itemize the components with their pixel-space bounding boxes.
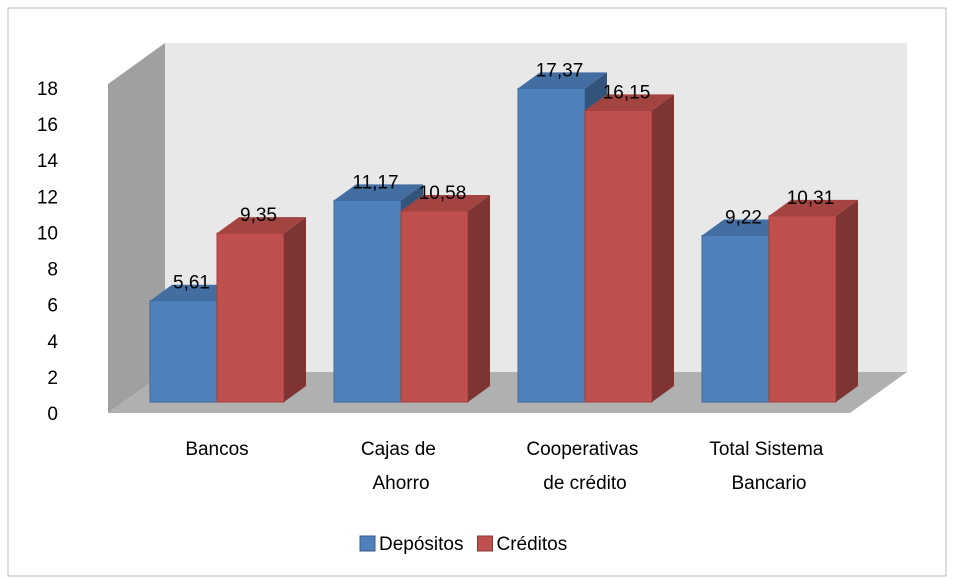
bar-side (652, 94, 674, 403)
y-tick-label: 6 (47, 296, 58, 317)
bar-top (585, 94, 674, 111)
legend-swatch (359, 535, 376, 552)
x-tick-label: Cooperativas de crédito (526, 439, 643, 494)
y-tick-label: 10 (37, 223, 58, 244)
y-tick-label: 18 (37, 79, 58, 100)
y-tick-label: 4 (47, 332, 58, 353)
bar-side (836, 199, 858, 402)
data-label: 11,17 (352, 172, 398, 193)
bar (584, 94, 674, 403)
data-label: 9,22 (725, 208, 762, 229)
bar-front (701, 235, 770, 403)
data-label: 10,58 (419, 183, 467, 204)
y-tick-label: 8 (47, 260, 58, 281)
data-label: 5,61 (173, 273, 210, 294)
bar-front (584, 109, 653, 403)
bar-top (401, 194, 490, 211)
bar (400, 194, 490, 403)
legend-swatch (477, 535, 493, 552)
data-label: 10,31 (787, 188, 835, 209)
bar-front (333, 199, 402, 403)
bar (768, 199, 858, 403)
bar-front (768, 215, 837, 403)
bar-side (284, 217, 306, 402)
x-tick-label: Bancos (185, 439, 248, 460)
bar-top (217, 217, 306, 234)
y-tick-label: 12 (37, 187, 58, 208)
bar (216, 217, 306, 403)
bar-top (769, 199, 858, 216)
bar-front (517, 87, 586, 403)
bar-front (216, 232, 285, 403)
data-label: 16,15 (603, 82, 651, 103)
y-tick-label: 2 (47, 368, 58, 389)
bar-top (334, 184, 423, 201)
bar-front (400, 210, 469, 403)
legend-label: Créditos (497, 534, 568, 555)
x-tick-label: Cajas de Ahorro (361, 439, 441, 494)
data-label: 17,37 (536, 60, 584, 81)
y-tick-label: 0 (47, 404, 58, 425)
data-label: 9,35 (240, 205, 277, 226)
bar-front (149, 300, 218, 403)
bar-side (468, 194, 490, 402)
legend-label: Depósitos (379, 534, 464, 555)
x-tick-label: Total Sistema Bancario (709, 439, 828, 494)
y-tick-label: 14 (37, 151, 59, 172)
bar-top (518, 72, 607, 89)
y-tick-label: 16 (37, 115, 58, 136)
